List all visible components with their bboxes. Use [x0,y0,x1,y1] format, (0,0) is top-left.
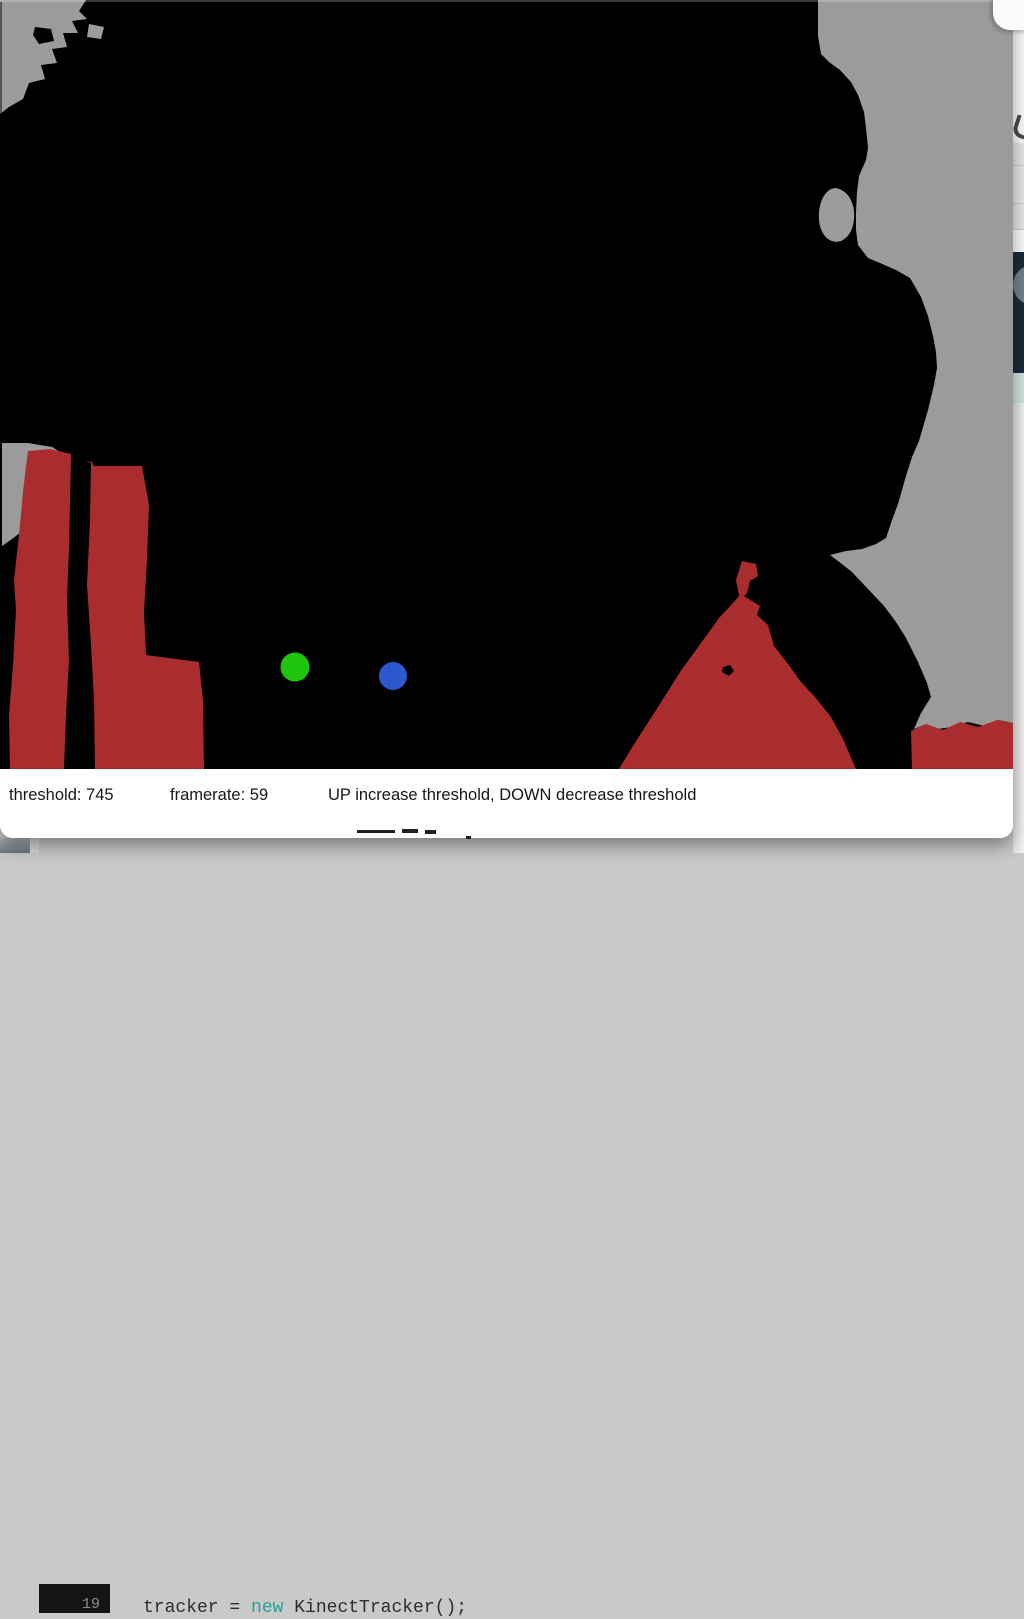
threshold-value: threshold: 745 [9,786,114,804]
occluded-code-fragment [357,830,395,833]
background-window-corner [0,838,30,853]
background-white-section [1013,230,1024,252]
background-white-section [1013,0,1024,110]
editor-gutter: 19 [39,1584,110,1613]
background-window-edge [30,836,39,853]
kinect-sketch-window[interactable]: threshold: 745 framerate: 59 UP increase… [0,0,1013,838]
row-divider [1013,165,1024,166]
framerate-value: framerate: 59 [170,786,269,804]
tracked-point-green [280,652,310,682]
tracked-point-blue [379,662,407,690]
background-navy-banner [1013,252,1024,373]
status-bar: threshold: 745 framerate: 59 UP increase… [0,769,1013,838]
row-divider [1013,229,1024,230]
occluded-code-fragment [466,836,471,839]
keyboard-help-text: UP increase threshold, DOWN decrease thr… [328,786,697,804]
depth-canvas[interactable] [0,0,1013,769]
occluded-code-fragment [425,830,436,834]
code-text-suffix: KinectTracker(); [283,1598,468,1618]
partial-glyph-icon [1013,114,1024,140]
occluded-code-fragment [402,829,418,833]
background-lower-section [1013,403,1024,853]
background-list-rows [1013,143,1024,230]
depth-image [0,0,1013,769]
circle-logo-icon [1013,265,1024,305]
background-page-strip [1013,0,1024,853]
foreground-window-corner[interactable] [993,0,1024,30]
background-icon-area [1013,110,1024,143]
background-mint-section [1013,373,1024,403]
editor-code-line: tracker = new KinectTracker(); [143,1597,467,1618]
code-text: tracker = [143,1598,252,1618]
row-divider [1013,203,1024,204]
code-keyword-new: new [251,1598,284,1618]
editor-line-number: 19 [81,1596,100,1613]
